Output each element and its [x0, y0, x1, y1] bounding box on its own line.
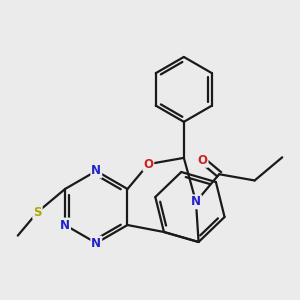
Text: N: N — [60, 218, 70, 232]
Text: N: N — [191, 195, 201, 208]
Text: N: N — [91, 236, 101, 250]
Text: N: N — [91, 164, 101, 178]
Text: S: S — [33, 206, 42, 219]
Text: O: O — [198, 154, 208, 167]
Text: O: O — [143, 158, 153, 171]
